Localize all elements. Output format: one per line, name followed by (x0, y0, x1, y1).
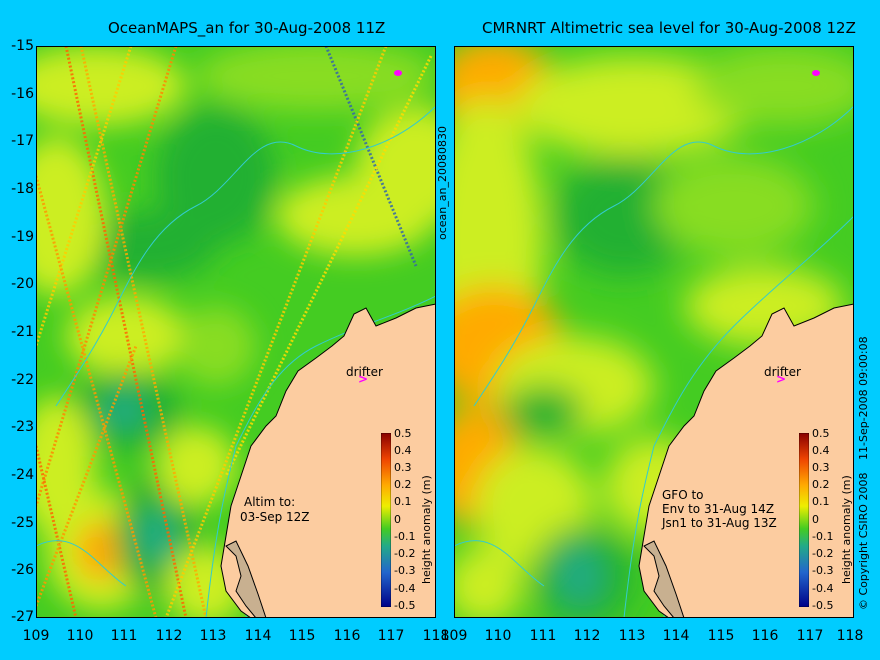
right-drifter-label: drifter (764, 365, 801, 379)
colorbar-tick: -0.5 (394, 599, 416, 612)
right-colorbar-label: height anomaly (m) (840, 475, 853, 584)
colorbar-tick: 0.4 (394, 444, 412, 457)
altimeter-tracks (36, 46, 433, 618)
x-tick: 117 (377, 628, 405, 644)
magenta-dot-icon (394, 70, 402, 76)
x-tick: 112 (155, 628, 183, 644)
left-altim-note-2: 03-Sep 12Z (240, 510, 310, 524)
colorbar-tick: -0.1 (812, 530, 834, 543)
y-tick: -16 (11, 86, 34, 102)
left-colorbar (381, 433, 391, 607)
colorbar-tick: -0.2 (394, 547, 416, 560)
right-timestamp: 11-Sep-2008 09:00:08 (857, 336, 870, 460)
x-tick: 117 (796, 628, 824, 644)
colorbar-tick: 0.5 (812, 427, 830, 440)
x-tick: 114 (244, 628, 272, 644)
colorbar-tick: 0.4 (812, 444, 830, 457)
x-tick: 116 (333, 628, 361, 644)
colorbar-tick: 0.2 (812, 478, 830, 491)
y-tick: -24 (11, 467, 34, 483)
x-tick: 115 (707, 628, 735, 644)
colorbar-tick: 0.3 (394, 461, 412, 474)
y-tick: -20 (11, 276, 34, 292)
x-tick: 116 (751, 628, 779, 644)
x-tick: 109 (22, 628, 50, 644)
colorbar-tick: -0.2 (812, 547, 834, 560)
height-anomaly-field (454, 46, 854, 618)
shark-bay (225, 540, 267, 618)
drifter-arrow-icon: > (358, 372, 369, 386)
y-tick: -23 (11, 419, 34, 435)
right-map-title: CMRNRT Altimetric sea level for 30-Aug-2… (482, 19, 856, 37)
colorbar-tick: -0.4 (812, 582, 834, 595)
colorbar-tick: -0.5 (812, 599, 834, 612)
y-tick: -26 (11, 562, 34, 578)
x-tick: 110 (66, 628, 94, 644)
colorbar-tick: 0.2 (394, 478, 412, 491)
right-altim-note-1: GFO to (662, 488, 704, 502)
right-altim-note-2: Env to 31-Aug 14Z (662, 502, 775, 516)
left-run-label: ocean_an_20080830 (436, 126, 449, 240)
y-tick: -17 (11, 133, 34, 149)
colorbar-tick: -0.4 (394, 582, 416, 595)
x-tick: 113 (199, 628, 227, 644)
left-map-title: OceanMAPS_an for 30-Aug-2008 11Z (108, 19, 386, 37)
left-colorbar-label: height anomaly (m) (420, 475, 433, 584)
y-tick: -22 (11, 372, 34, 388)
colorbar-tick: 0.3 (812, 461, 830, 474)
colorbar-tick: 0 (394, 513, 401, 526)
colorbar-tick: -0.3 (812, 564, 834, 577)
y-tick: -25 (11, 515, 34, 531)
right-colorbar (799, 433, 809, 607)
x-tick: 118 (836, 628, 864, 644)
y-tick: -27 (11, 609, 34, 625)
x-tick: 118 (422, 628, 450, 644)
shark-bay (643, 540, 685, 618)
colorbar-tick: 0 (812, 513, 819, 526)
drifter-arrow-icon: > (776, 372, 787, 386)
left-drifter-label: drifter (346, 365, 383, 379)
y-tick: -21 (11, 324, 34, 340)
colorbar-tick: 0.1 (394, 495, 412, 508)
y-tick: -18 (11, 181, 34, 197)
x-tick: 111 (110, 628, 138, 644)
y-tick: -15 (11, 38, 34, 54)
magenta-dot-icon (812, 70, 820, 76)
colorbar-tick: 0.1 (812, 495, 830, 508)
left-map-panel (36, 46, 436, 618)
x-tick: 109 (440, 628, 468, 644)
y-tick: -19 (11, 229, 34, 245)
x-tick: 110 (484, 628, 512, 644)
colorbar-tick: -0.1 (394, 530, 416, 543)
x-tick: 114 (662, 628, 690, 644)
x-tick: 115 (288, 628, 316, 644)
right-altim-note-3: Jsn1 to 31-Aug 13Z (662, 516, 777, 530)
colorbar-tick: -0.3 (394, 564, 416, 577)
x-tick: 111 (529, 628, 557, 644)
right-map-panel (454, 46, 854, 618)
x-tick: 112 (573, 628, 601, 644)
x-tick: 113 (618, 628, 646, 644)
colorbar-tick: 0.5 (394, 427, 412, 440)
right-copyright: © Copyright CSIRO 2008 (857, 472, 870, 610)
left-altim-note-1: Altim to: (244, 495, 296, 509)
